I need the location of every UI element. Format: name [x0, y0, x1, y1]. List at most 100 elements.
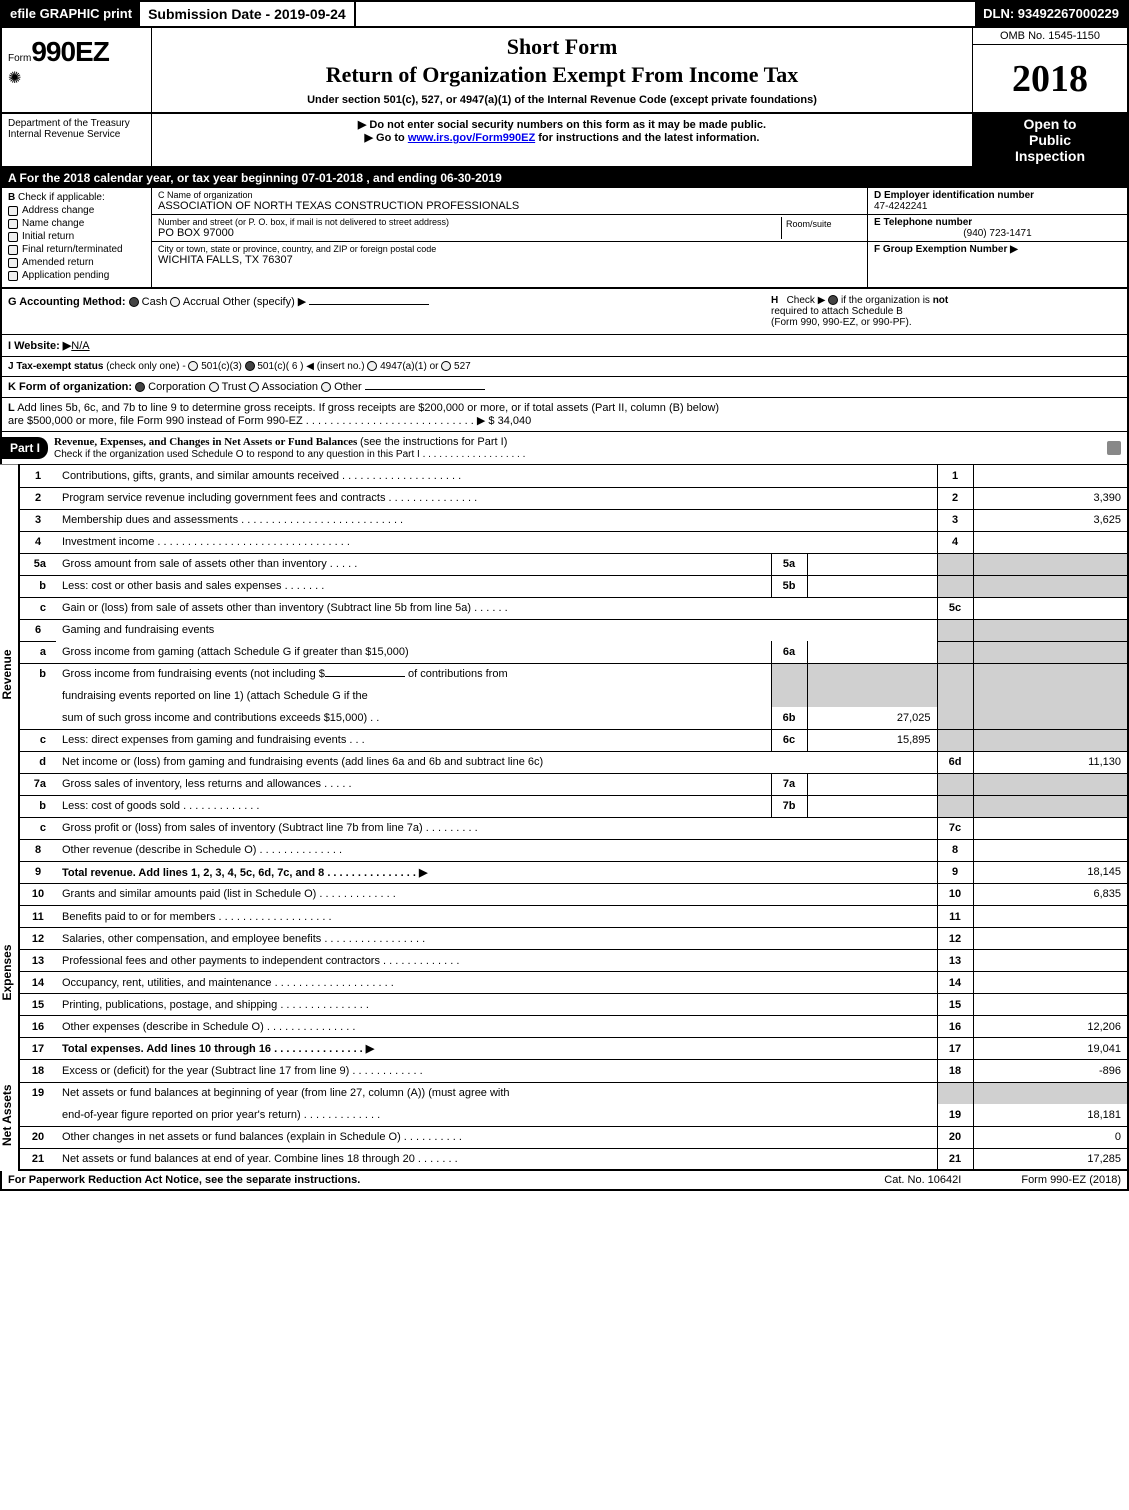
line-num: 18: [20, 1060, 56, 1082]
line-desc: Less: cost or other basis and sales expe…: [56, 575, 771, 597]
shade-cell: [937, 773, 973, 795]
revenue-section: Revenue 1Contributions, gifts, grants, a…: [0, 465, 1129, 884]
accrual-label: Accrual: [183, 296, 220, 308]
shade-cell: [973, 685, 1128, 707]
line-val: 18,145: [973, 861, 1128, 883]
line-20: 20Other changes in net assets or fund ba…: [20, 1126, 1128, 1148]
shade-cell: [973, 553, 1128, 575]
line-val: [973, 950, 1128, 972]
line-5a: 5aGross amount from sale of assets other…: [20, 553, 1128, 575]
efile-print-button[interactable]: efile GRAPHIC print: [2, 2, 140, 26]
radio-cash[interactable]: [129, 297, 139, 307]
line-7a: 7aGross sales of inventory, less returns…: [20, 773, 1128, 795]
shade-cell: [973, 641, 1128, 663]
line-desc: Net income or (loss) from gaming and fun…: [56, 751, 937, 773]
line-box: 2: [937, 487, 973, 509]
shade-cell: [937, 641, 973, 663]
j-label: J Tax-exempt status: [8, 361, 103, 372]
radio-trust[interactable]: [209, 382, 219, 392]
section-a-strip: A For the 2018 calendar year, or tax yea…: [0, 168, 1129, 188]
city-value: WICHITA FALLS, TX 76307: [158, 254, 861, 266]
opt-other: Other: [334, 381, 362, 393]
shade-cell: [973, 1082, 1128, 1104]
help-icon[interactable]: [1107, 441, 1121, 455]
omb-number: OMB No. 1545-1150: [973, 28, 1127, 45]
line-desc: Gross income from fundraising events (no…: [56, 663, 771, 685]
expenses-table: 10Grants and similar amounts paid (list …: [20, 884, 1129, 1061]
radio-other[interactable]: [321, 382, 331, 392]
g-accounting: G Accounting Method: Cash Accrual Other …: [8, 295, 771, 328]
row-j-tax-exempt: J Tax-exempt status (check only one) - 5…: [0, 357, 1129, 377]
k-other-input[interactable]: [365, 389, 485, 390]
d-label: D Employer identification number: [874, 190, 1121, 201]
check-initial-return[interactable]: Initial return: [8, 231, 145, 242]
line-7c: cGross profit or (loss) from sales of in…: [20, 817, 1128, 839]
radio-501c[interactable]: [245, 361, 255, 371]
form-number: 990EZ: [31, 36, 109, 67]
line-desc: Excess or (deficit) for the year (Subtra…: [56, 1060, 937, 1082]
line-num: c: [20, 729, 56, 751]
shade-cell: [973, 773, 1128, 795]
form-number-box: Form990EZ ✺: [2, 28, 152, 112]
info-grid: B Check if applicable: Address change Na…: [0, 188, 1129, 289]
instr-ssn: ▶ Do not enter social security numbers o…: [156, 118, 968, 131]
line-box: 3: [937, 509, 973, 531]
line-box: 4: [937, 531, 973, 553]
group-exemption-cell: F Group Exemption Number ▶: [868, 242, 1127, 287]
line-21: 21Net assets or fund balances at end of …: [20, 1148, 1128, 1170]
dln: DLN: 93492267000229: [975, 2, 1127, 26]
line-val: 3,390: [973, 487, 1128, 509]
radio-501c3[interactable]: [188, 361, 198, 371]
line-val: [973, 972, 1128, 994]
opt-527: 527: [454, 361, 471, 372]
check-name-change[interactable]: Name change: [8, 218, 145, 229]
inner-box: 5b: [771, 575, 807, 597]
line-val: [973, 597, 1128, 619]
inner-box: 6c: [771, 729, 807, 751]
radio-accrual[interactable]: [170, 297, 180, 307]
line-num: 14: [20, 972, 56, 994]
shade-cell: [807, 663, 937, 685]
line-num: a: [20, 641, 56, 663]
footer-left: For Paperwork Reduction Act Notice, see …: [8, 1174, 884, 1186]
line-box: 6d: [937, 751, 973, 773]
footer: For Paperwork Reduction Act Notice, see …: [0, 1171, 1129, 1191]
line-num: [20, 685, 56, 707]
instr-link-row: ▶ Go to www.irs.gov/Form990EZ for instru…: [156, 131, 968, 144]
radio-h[interactable]: [828, 295, 838, 305]
city-label: City or town, state or province, country…: [158, 244, 861, 254]
radio-assoc[interactable]: [249, 382, 259, 392]
opt-trust: Trust: [222, 381, 247, 393]
line-6d: dNet income or (loss) from gaming and fu…: [20, 751, 1128, 773]
other-input[interactable]: [309, 304, 429, 305]
radio-4947[interactable]: [367, 361, 377, 371]
line-box: 13: [937, 950, 973, 972]
contrib-input[interactable]: [325, 676, 405, 677]
shade-cell: [937, 795, 973, 817]
check-address-change[interactable]: Address change: [8, 205, 145, 216]
radio-corp[interactable]: [135, 382, 145, 392]
inner-val: [807, 641, 937, 663]
line-desc: Professional fees and other payments to …: [56, 950, 937, 972]
check-pending[interactable]: Application pending: [8, 270, 145, 281]
line-val: [973, 906, 1128, 928]
shade-cell: [937, 685, 973, 707]
line-num: 8: [20, 839, 56, 861]
check-amended[interactable]: Amended return: [8, 257, 145, 268]
line-num: 3: [20, 509, 56, 531]
line-num: 15: [20, 994, 56, 1016]
ein-cell: D Employer identification number 47-4242…: [868, 188, 1127, 215]
revenue-side-label: Revenue: [0, 465, 20, 884]
line-num: 17: [20, 1038, 56, 1060]
check-label: Address change: [22, 205, 94, 216]
shade-cell: [973, 663, 1128, 685]
line-box: 14: [937, 972, 973, 994]
part1-title-text: Revenue, Expenses, and Changes in Net As…: [54, 436, 357, 448]
line-10: 10Grants and similar amounts paid (list …: [20, 884, 1128, 906]
line-desc: Gross amount from sale of assets other t…: [56, 553, 771, 575]
radio-527[interactable]: [441, 361, 451, 371]
irs-link[interactable]: www.irs.gov/Form990EZ: [408, 132, 535, 144]
k-label: K Form of organization:: [8, 381, 132, 393]
line-box: 16: [937, 1016, 973, 1038]
check-final-return[interactable]: Final return/terminated: [8, 244, 145, 255]
